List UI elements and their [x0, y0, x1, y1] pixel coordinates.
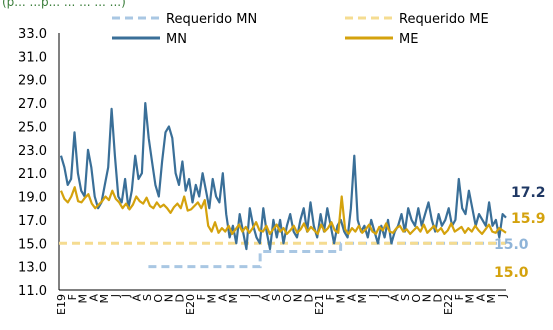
x-tick-label: N — [163, 294, 176, 302]
x-tick-label: A — [345, 294, 358, 302]
x-tick-label: J — [378, 294, 391, 298]
x-tick-label: E21 — [313, 294, 326, 315]
y-tick-label: 17.0 — [18, 214, 47, 229]
x-tick-label: O — [152, 294, 165, 303]
x-tick-label: M — [335, 294, 348, 304]
x-tick-label: M — [206, 294, 219, 304]
series-line-mn — [59, 102, 507, 251]
x-tick-label: D — [302, 294, 315, 302]
plot-area — [59, 102, 507, 269]
x-tick-label: D — [173, 294, 186, 302]
y-tick-label: 25.0 — [18, 120, 47, 135]
end-label: 15.0 — [494, 265, 529, 281]
x-tick-label: S — [270, 294, 283, 301]
header-fragment: (p... ...p... ... ... ... ...) — [2, 0, 126, 9]
x-tick-label: J — [109, 294, 122, 298]
x-tick-label: N — [421, 294, 434, 302]
x-tick-label: A — [216, 294, 229, 302]
x-tick-label: O — [410, 294, 423, 303]
end-label: 15.0 — [494, 237, 529, 253]
x-tick-label: F — [453, 294, 466, 300]
x-tick-label: M — [485, 294, 498, 304]
x-tick-label: A — [388, 294, 401, 302]
x-tick-label: F — [66, 294, 79, 300]
x-tick-label: J — [367, 294, 380, 298]
x-tick-label: S — [141, 294, 154, 301]
y-tick-label: 31.0 — [18, 50, 47, 65]
y-tick-label: 33.0 — [18, 27, 47, 42]
y-tick-label: 19.0 — [18, 191, 47, 206]
legend-label-requerido-mn: Requerido MN — [166, 12, 257, 27]
x-tick-label: J — [120, 294, 133, 298]
x-tick-label: D — [431, 294, 444, 302]
x-tick-label: J — [496, 294, 509, 298]
x-tick-label: A — [474, 294, 487, 302]
x-tick-label: J — [249, 294, 262, 298]
end-label: 15.9 — [511, 211, 546, 227]
legend-label-requerido-me: Requerido ME — [399, 12, 489, 27]
end-label: 17.2 — [511, 185, 546, 201]
x-tick-label: N — [292, 294, 305, 302]
y-tick-label: 21.0 — [18, 167, 47, 182]
y-tick-label: 11.0 — [18, 284, 47, 299]
y-tick-label: 27.0 — [18, 97, 47, 112]
legend: Requerido MN Requerido ME MN ME — [112, 12, 489, 47]
series-line-me — [59, 186, 507, 235]
x-tick-label: J — [238, 294, 251, 298]
x-tick-label: S — [399, 294, 412, 301]
legend-label-mn: MN — [166, 32, 187, 47]
x-tick-label: M — [77, 294, 90, 304]
x-tick-label: A — [130, 294, 143, 302]
y-tick-label: 23.0 — [18, 144, 47, 159]
x-tick-label: F — [324, 294, 337, 300]
x-tick-label: M — [356, 294, 369, 304]
end-labels: 17.2 15.9 15.0 15.0 — [494, 185, 546, 281]
x-tick-label: F — [195, 294, 208, 300]
x-tick-label: M — [227, 294, 240, 304]
x-tick-label: E22 — [442, 294, 455, 315]
y-tick-label: 13.0 — [18, 261, 47, 276]
x-tick-label: M — [98, 294, 111, 304]
legend-label-me: ME — [399, 32, 418, 47]
x-tick-label: E19 — [55, 294, 68, 315]
y-tick-label: 15.0 — [18, 237, 47, 252]
x-tick-label: A — [87, 294, 100, 302]
x-tick-label: A — [259, 294, 272, 302]
y-tick-label: 29.0 — [18, 74, 47, 89]
x-tick-label: M — [464, 294, 477, 304]
x-tick-label: O — [281, 294, 294, 303]
x-tick-label: E20 — [184, 294, 197, 315]
series-line-requerido-mn — [148, 241, 506, 269]
y-axis: 11.0 13.0 15.0 17.0 19.0 21.0 23.0 25.0 27.0 29.0… — [18, 27, 60, 299]
x-axis: E19FMAMJJASONDE20FMAMJJASONDE21FMAMJJASO… — [55, 289, 509, 315]
